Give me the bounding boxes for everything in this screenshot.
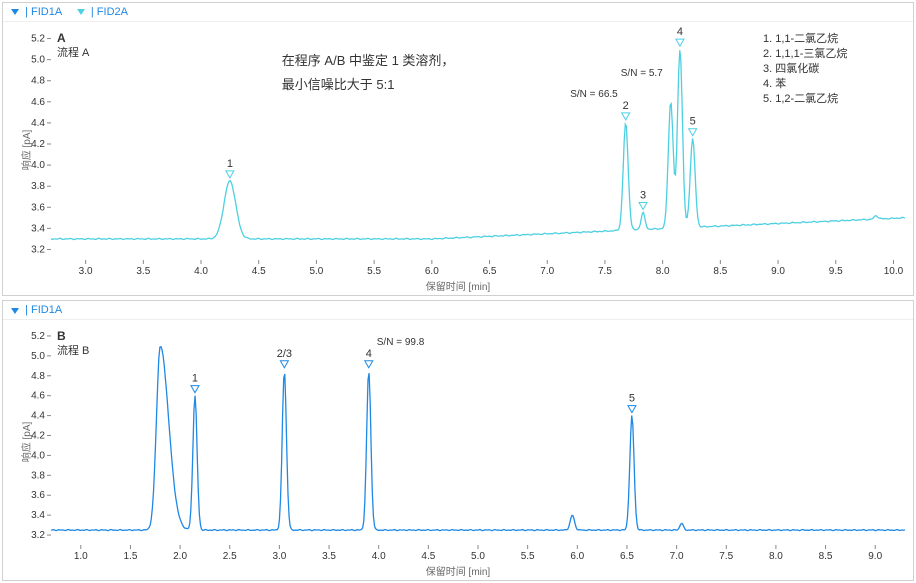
svg-text:3.5: 3.5 <box>136 266 150 277</box>
svg-text:3.8: 3.8 <box>31 471 45 482</box>
svg-text:1: 1 <box>227 158 233 170</box>
svg-text:4.0: 4.0 <box>194 266 208 277</box>
svg-text:5: 5 <box>690 116 696 128</box>
chart-a-block: | FID1A | FID2A 响应 [pA] 3.2 3.4 3.6 3.8 4.0 4… <box>2 2 914 296</box>
x-axis-label: 保留时间 [min] <box>3 563 913 577</box>
chart-b-legend: | FID1A <box>3 301 913 320</box>
svg-text:1.0: 1.0 <box>74 551 88 562</box>
svg-text:3.2: 3.2 <box>31 531 45 542</box>
svg-text:6.0: 6.0 <box>570 551 584 562</box>
svg-text:3: 3 <box>640 190 646 202</box>
x-axis-label: 保留时间 [min] <box>3 278 913 292</box>
svg-text:S/N = 99.8: S/N = 99.8 <box>377 337 425 348</box>
svg-text:3.5: 3.5 <box>322 551 336 562</box>
svg-text:4.8: 4.8 <box>31 371 45 382</box>
svg-text:4.8: 4.8 <box>31 76 45 87</box>
svg-text:1: 1 <box>192 373 198 385</box>
legend-label: | FID1A <box>25 6 61 18</box>
svg-text:5: 5 <box>629 393 635 405</box>
svg-text:3.0: 3.0 <box>272 551 286 562</box>
svg-text:1.5: 1.5 <box>123 551 137 562</box>
svg-text:3.4: 3.4 <box>31 511 45 522</box>
svg-text:4.5: 4.5 <box>252 266 266 277</box>
svg-text:7.5: 7.5 <box>719 551 733 562</box>
svg-text:8.0: 8.0 <box>769 551 783 562</box>
svg-text:2. 1,1,1-三氯乙烷: 2. 1,1,1-三氯乙烷 <box>763 46 847 60</box>
svg-text:3.6: 3.6 <box>31 202 45 213</box>
svg-text:8.5: 8.5 <box>713 266 727 277</box>
svg-text:4: 4 <box>677 26 683 38</box>
svg-text:3.4: 3.4 <box>31 223 45 234</box>
dual-chromatogram-panel: | FID1A | FID2A 响应 [pA] 3.2 3.4 3.6 3.8 4.0 4… <box>0 0 916 583</box>
chart-b-block: | FID1A 响应 [pA] 3.2 3.4 3.6 3.8 4.0 4.2 4.4 4.6… <box>2 300 914 581</box>
svg-text:最小信噪比大于 5:1: 最小信噪比大于 5:1 <box>282 77 395 92</box>
svg-text:7.5: 7.5 <box>598 266 612 277</box>
svg-text:8.5: 8.5 <box>819 551 833 562</box>
svg-text:4.0: 4.0 <box>372 551 386 562</box>
svg-text:4: 4 <box>366 348 372 360</box>
svg-text:3.8: 3.8 <box>31 181 45 192</box>
svg-text:9.0: 9.0 <box>868 551 882 562</box>
svg-text:9.0: 9.0 <box>771 266 785 277</box>
svg-text:4.2: 4.2 <box>31 431 45 442</box>
svg-text:6.5: 6.5 <box>620 551 634 562</box>
svg-text:7.0: 7.0 <box>540 266 554 277</box>
chart-b-body: 响应 [pA] 3.2 3.4 3.6 3.8 4.0 4.2 4.4 4.6 4.8 5.0 5.… <box>3 320 913 563</box>
svg-text:流程 B: 流程 B <box>57 343 89 357</box>
svg-text:4. 苯: 4. 苯 <box>763 76 786 90</box>
svg-text:3.2: 3.2 <box>31 244 45 255</box>
svg-text:4.0: 4.0 <box>31 451 45 462</box>
svg-text:10.0: 10.0 <box>884 266 904 277</box>
svg-text:4.5: 4.5 <box>421 551 435 562</box>
svg-text:3.0: 3.0 <box>79 266 93 277</box>
svg-text:5.5: 5.5 <box>367 266 381 277</box>
chart-a-legend: | FID1A | FID2A <box>3 3 913 22</box>
svg-text:4.2: 4.2 <box>31 139 45 150</box>
svg-text:5.0: 5.0 <box>309 266 323 277</box>
y-axis-label: 响应 [pA] <box>18 421 33 462</box>
svg-text:7.0: 7.0 <box>670 551 684 562</box>
triangle-icon <box>11 9 19 15</box>
svg-text:1. 1,1-二氯乙烷: 1. 1,1-二氯乙烷 <box>763 31 838 45</box>
svg-text:6.0: 6.0 <box>425 266 439 277</box>
svg-text:4.4: 4.4 <box>31 118 45 129</box>
svg-text:5.2: 5.2 <box>31 331 45 342</box>
triangle-icon <box>11 308 19 314</box>
svg-text:5.0: 5.0 <box>31 351 45 362</box>
legend-label: | FID1A <box>25 304 62 316</box>
svg-text:B: B <box>57 329 66 343</box>
svg-text:4.4: 4.4 <box>31 411 45 422</box>
y-axis-label: 响应 [pA] <box>18 130 33 171</box>
svg-text:4.0: 4.0 <box>31 160 45 171</box>
svg-text:A: A <box>57 31 66 45</box>
svg-text:2/3: 2/3 <box>277 348 292 360</box>
svg-text:5. 1,2-二氯乙烷: 5. 1,2-二氯乙烷 <box>763 91 838 105</box>
chart-a-svg: 3.2 3.4 3.6 3.8 4.0 4.2 4.4 4.6 4.8 5.0 5.2 3.0 3.5 4… <box>3 22 913 278</box>
svg-text:3.6: 3.6 <box>31 491 45 502</box>
svg-text:4.6: 4.6 <box>31 391 45 402</box>
chart-a-body: 响应 [pA] 3.2 3.4 3.6 3.8 4.0 4.2 4.4 4.6 4.8 5.0 5.… <box>3 22 913 278</box>
triangle-icon <box>77 9 85 15</box>
svg-text:5.5: 5.5 <box>521 551 535 562</box>
svg-text:5.2: 5.2 <box>31 34 45 45</box>
svg-text:2.5: 2.5 <box>223 551 237 562</box>
svg-text:5.0: 5.0 <box>471 551 485 562</box>
svg-text:6.5: 6.5 <box>483 266 497 277</box>
svg-text:3. 四氯化碳: 3. 四氯化碳 <box>763 61 819 75</box>
svg-text:5.0: 5.0 <box>31 55 45 66</box>
svg-text:S/N = 5.7: S/N = 5.7 <box>621 68 663 79</box>
svg-text:S/N = 66.5: S/N = 66.5 <box>570 89 618 100</box>
svg-text:2.0: 2.0 <box>173 551 187 562</box>
svg-text:8.0: 8.0 <box>656 266 670 277</box>
chart-b-svg: 3.2 3.4 3.6 3.8 4.0 4.2 4.4 4.6 4.8 5.0 5.2 1.0 1.5 2… <box>3 320 913 563</box>
svg-text:2: 2 <box>623 100 629 112</box>
svg-text:在程序 A/B 中鉴定 1 类溶剂，: 在程序 A/B 中鉴定 1 类溶剂， <box>282 53 455 68</box>
legend-label: | FID2A <box>91 6 128 18</box>
svg-text:4.6: 4.6 <box>31 97 45 108</box>
svg-text:流程 A: 流程 A <box>57 45 90 59</box>
svg-text:9.5: 9.5 <box>829 266 843 277</box>
